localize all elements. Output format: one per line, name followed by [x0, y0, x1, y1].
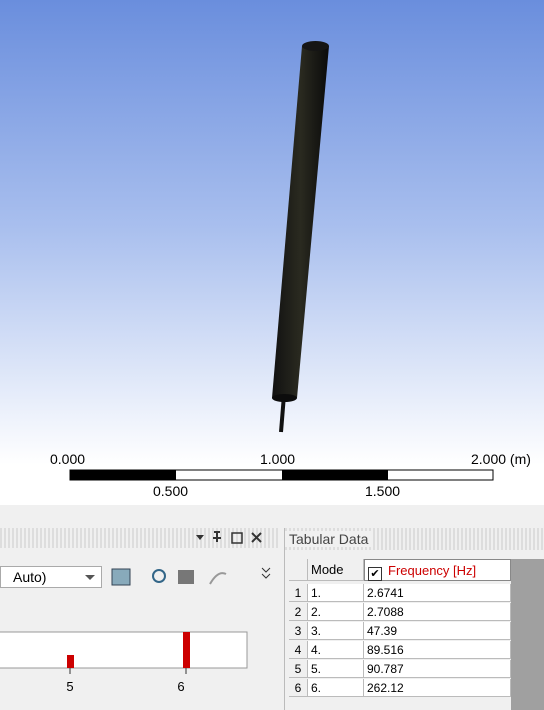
column-header: ✔ Frequency [Hz] [364, 559, 511, 581]
table-cell-text: 2.6741 [367, 586, 404, 600]
panel-title: Tabular Data [285, 531, 372, 547]
row-number-text: 2 [295, 605, 302, 619]
row-number: 4 [289, 641, 308, 659]
table-cell: 89.516 [364, 641, 511, 659]
row-number-text: 1 [295, 586, 302, 600]
table-cell: 5. [308, 660, 364, 678]
maximize-button[interactable] [232, 533, 242, 543]
panel-header: Tabular Data [285, 528, 544, 550]
scale-label: 0.000 [50, 451, 85, 467]
row-number-text: 6 [295, 681, 302, 695]
table-cell: 90.787 [364, 660, 511, 678]
cylinder-bottom [272, 394, 297, 402]
panel-buttons [196, 530, 276, 546]
mode-bar [67, 655, 74, 668]
close-button[interactable] [252, 533, 261, 542]
mode-bar [183, 632, 190, 668]
scale-label: 1.000 [260, 451, 295, 467]
x-tick-label: 6 [177, 679, 184, 694]
cylinder [272, 46, 329, 398]
tool-icon[interactable] [112, 569, 130, 585]
column-header: Mode [308, 559, 364, 581]
table-cell: 2. [308, 603, 364, 621]
zoom-icon[interactable] [153, 570, 165, 582]
table-cell-text: 47.39 [367, 624, 397, 638]
table-cell-text: 4. [311, 643, 321, 657]
row-number-text: 3 [295, 624, 302, 638]
page: 0.000 1.000 2.000 (m) 0.500 1.500 Auto) … [0, 0, 544, 710]
table-cell-text: 89.516 [367, 643, 404, 657]
table-cell: 2.6741 [364, 584, 511, 602]
scale-label: 0.500 [153, 483, 188, 499]
scale-segment [282, 470, 388, 480]
table-cell-text: 3. [311, 624, 321, 638]
curve-icon[interactable] [210, 573, 226, 584]
graph-area [0, 632, 247, 668]
table-cell-text: 5. [311, 662, 321, 676]
table-cell: 2.7088 [364, 603, 511, 621]
table-cell: 3. [308, 622, 364, 640]
x-tick-label: 5 [66, 679, 73, 694]
table-cell-text: 262.12 [367, 681, 404, 695]
header-corner [289, 559, 308, 581]
row-number: 3 [289, 622, 308, 640]
row-number: 6 [289, 679, 308, 697]
table-cell-text: 2.7088 [367, 605, 404, 619]
row-number-text: 4 [295, 643, 302, 657]
column-header-text: Frequency [Hz] [388, 563, 476, 578]
table-cell-text: 2. [311, 605, 321, 619]
table-cell-text: 1. [311, 586, 321, 600]
table-empty-area [511, 559, 544, 710]
column-header-text: Mode [311, 562, 344, 577]
dropdown-value: Auto) [13, 569, 46, 585]
table-cell-text: 90.787 [367, 662, 404, 676]
scale-label: 2.000 (m) [471, 451, 531, 467]
graph-panel: Auto) 5 6 [0, 528, 280, 710]
viewport[interactable]: 0.000 1.000 2.000 (m) 0.500 1.500 [0, 0, 544, 505]
row-number: 2 [289, 603, 308, 621]
graph: 5 6 [0, 628, 280, 710]
row-number: 5 [289, 660, 308, 678]
table-cell: 4. [308, 641, 364, 659]
toolbar [110, 566, 280, 590]
table-cell-text: 6. [311, 681, 321, 695]
tabular-panel: Tabular Data Mode ✔ Frequency [Hz] 1 1. 2.674… [284, 528, 544, 710]
cylinder-top [302, 41, 329, 51]
more-icon[interactable] [262, 568, 270, 578]
menu-button[interactable] [196, 535, 204, 540]
table-cell: 262.12 [364, 679, 511, 697]
pin-button[interactable] [213, 532, 221, 542]
checkbox[interactable]: ✔ [368, 567, 382, 581]
dropdown[interactable]: Auto) [0, 566, 102, 588]
scale-label: 1.500 [365, 483, 400, 499]
scale-segment [70, 470, 176, 480]
grid-icon[interactable] [178, 570, 194, 584]
row-number-text: 5 [295, 662, 302, 676]
table-cell: 1. [308, 584, 364, 602]
row-number: 1 [289, 584, 308, 602]
table-cell: 47.39 [364, 622, 511, 640]
viewport-canvas [0, 0, 544, 505]
table-cell: 6. [308, 679, 364, 697]
